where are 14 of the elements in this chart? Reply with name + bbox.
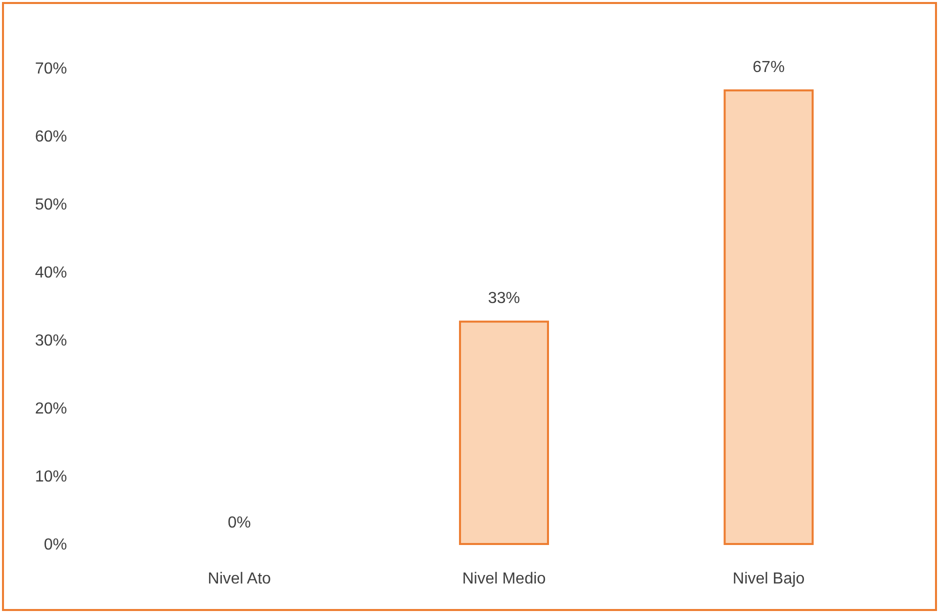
- y-tick-label: 10%: [34, 468, 67, 486]
- y-tick-label: 70%: [34, 60, 67, 78]
- data-label: 0%: [228, 514, 251, 532]
- y-tick-label: 50%: [34, 196, 67, 214]
- data-label: 33%: [488, 290, 520, 308]
- y-tick-label: 40%: [34, 264, 67, 282]
- y-tick-label: 30%: [34, 332, 67, 350]
- data-label: 67%: [752, 58, 785, 76]
- y-tick-label: 20%: [34, 400, 67, 418]
- x-tick-label: Nivel Bajo: [732, 570, 805, 588]
- x-tick-label: Nivel Ato: [208, 570, 272, 588]
- y-tick-label: 60%: [34, 128, 67, 146]
- y-tick-label: 0%: [44, 536, 67, 554]
- x-tick-label: Nivel Medio: [462, 570, 546, 588]
